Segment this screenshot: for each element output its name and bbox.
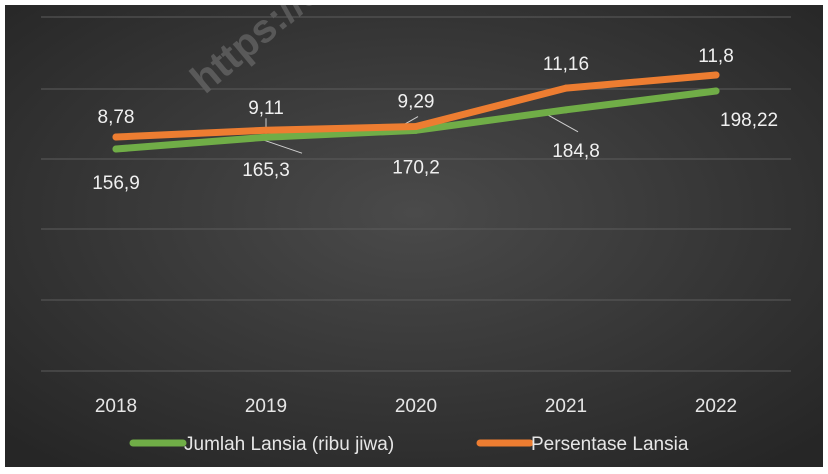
x-tick-label: 2018 [95,396,137,417]
legend-label: Jumlah Lansia (ribu jiwa) [184,434,394,455]
data-point [712,87,720,95]
x-tick-label: 2022 [695,396,737,417]
x-tick-label: 2019 [245,396,287,417]
x-tick-label: 2020 [395,396,437,417]
x-tick-label: 2021 [545,396,587,417]
leader-line [543,112,579,133]
data-point [112,145,120,153]
data-point [112,133,120,141]
data-label: 156,9 [92,173,140,194]
data-point [262,133,270,141]
data-point [412,123,420,131]
chart-container: https://s 156,9 165,3 170,2 184,8 198,22 8,78… [5,0,823,467]
data-label: 184,8 [552,141,600,162]
data-label: 8,78 [98,107,135,128]
data-label: 170,2 [392,157,440,178]
chart-background [5,5,823,467]
data-label: 198,22 [720,110,778,131]
data-label: 9,29 [398,92,435,113]
data-point [562,106,570,114]
data-label: 11,8 [698,46,734,67]
data-point [262,126,270,134]
data-point [562,84,570,92]
data-point [712,71,720,79]
data-label: 11,16 [543,54,589,75]
legend-label: Persentase Lansia [531,434,689,455]
data-label: 165,3 [242,160,290,181]
data-label: 9,11 [248,98,284,119]
leader-line [263,139,303,154]
leader-line [403,116,419,125]
